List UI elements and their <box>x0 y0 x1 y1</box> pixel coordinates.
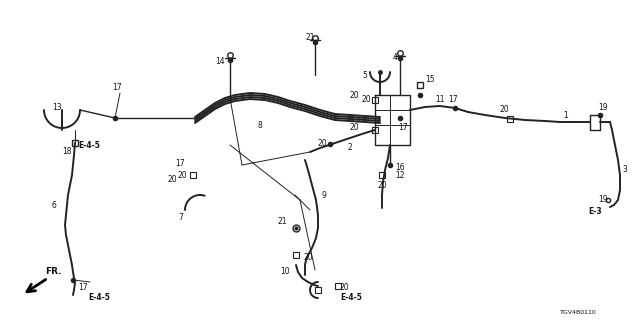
Text: 17: 17 <box>448 95 458 105</box>
Text: E-4-5: E-4-5 <box>88 293 110 302</box>
Text: 5: 5 <box>362 70 367 79</box>
Text: E-4-5: E-4-5 <box>78 140 100 149</box>
Text: 18: 18 <box>62 148 72 156</box>
Text: E-4-5: E-4-5 <box>340 293 362 302</box>
Text: 20: 20 <box>350 91 360 100</box>
Text: 1: 1 <box>563 110 568 119</box>
Text: 10: 10 <box>280 268 290 276</box>
Text: 20: 20 <box>318 139 328 148</box>
Text: 20: 20 <box>168 175 178 185</box>
Text: 3: 3 <box>622 165 627 174</box>
Text: 21: 21 <box>278 218 287 227</box>
Text: TGV4B0110: TGV4B0110 <box>560 309 596 315</box>
Text: 19: 19 <box>598 103 607 113</box>
Text: 6: 6 <box>52 201 57 210</box>
Text: 16: 16 <box>395 164 404 172</box>
Text: 20: 20 <box>340 283 349 292</box>
Text: 2: 2 <box>348 143 353 153</box>
Text: FR.: FR. <box>45 268 61 276</box>
Text: 17: 17 <box>398 124 408 132</box>
Text: 13: 13 <box>52 103 61 113</box>
Text: 20: 20 <box>500 106 509 115</box>
Text: 20: 20 <box>350 124 360 132</box>
Text: 17: 17 <box>112 84 122 92</box>
Text: 9: 9 <box>322 190 327 199</box>
Text: 17: 17 <box>78 283 88 292</box>
Text: 14: 14 <box>215 58 225 67</box>
Text: 7: 7 <box>178 213 183 222</box>
Text: 11: 11 <box>435 95 445 105</box>
Text: 20: 20 <box>362 95 372 105</box>
Text: 8: 8 <box>258 121 263 130</box>
Text: 20: 20 <box>377 180 387 189</box>
Text: 19: 19 <box>598 196 607 204</box>
Text: 20: 20 <box>178 171 188 180</box>
Text: E-3: E-3 <box>588 207 602 217</box>
Text: 21: 21 <box>305 34 314 43</box>
Text: 12: 12 <box>395 171 404 180</box>
Text: 15: 15 <box>425 76 435 84</box>
Text: 20: 20 <box>303 253 312 262</box>
Text: 4: 4 <box>393 52 398 61</box>
Text: 17: 17 <box>175 158 184 167</box>
